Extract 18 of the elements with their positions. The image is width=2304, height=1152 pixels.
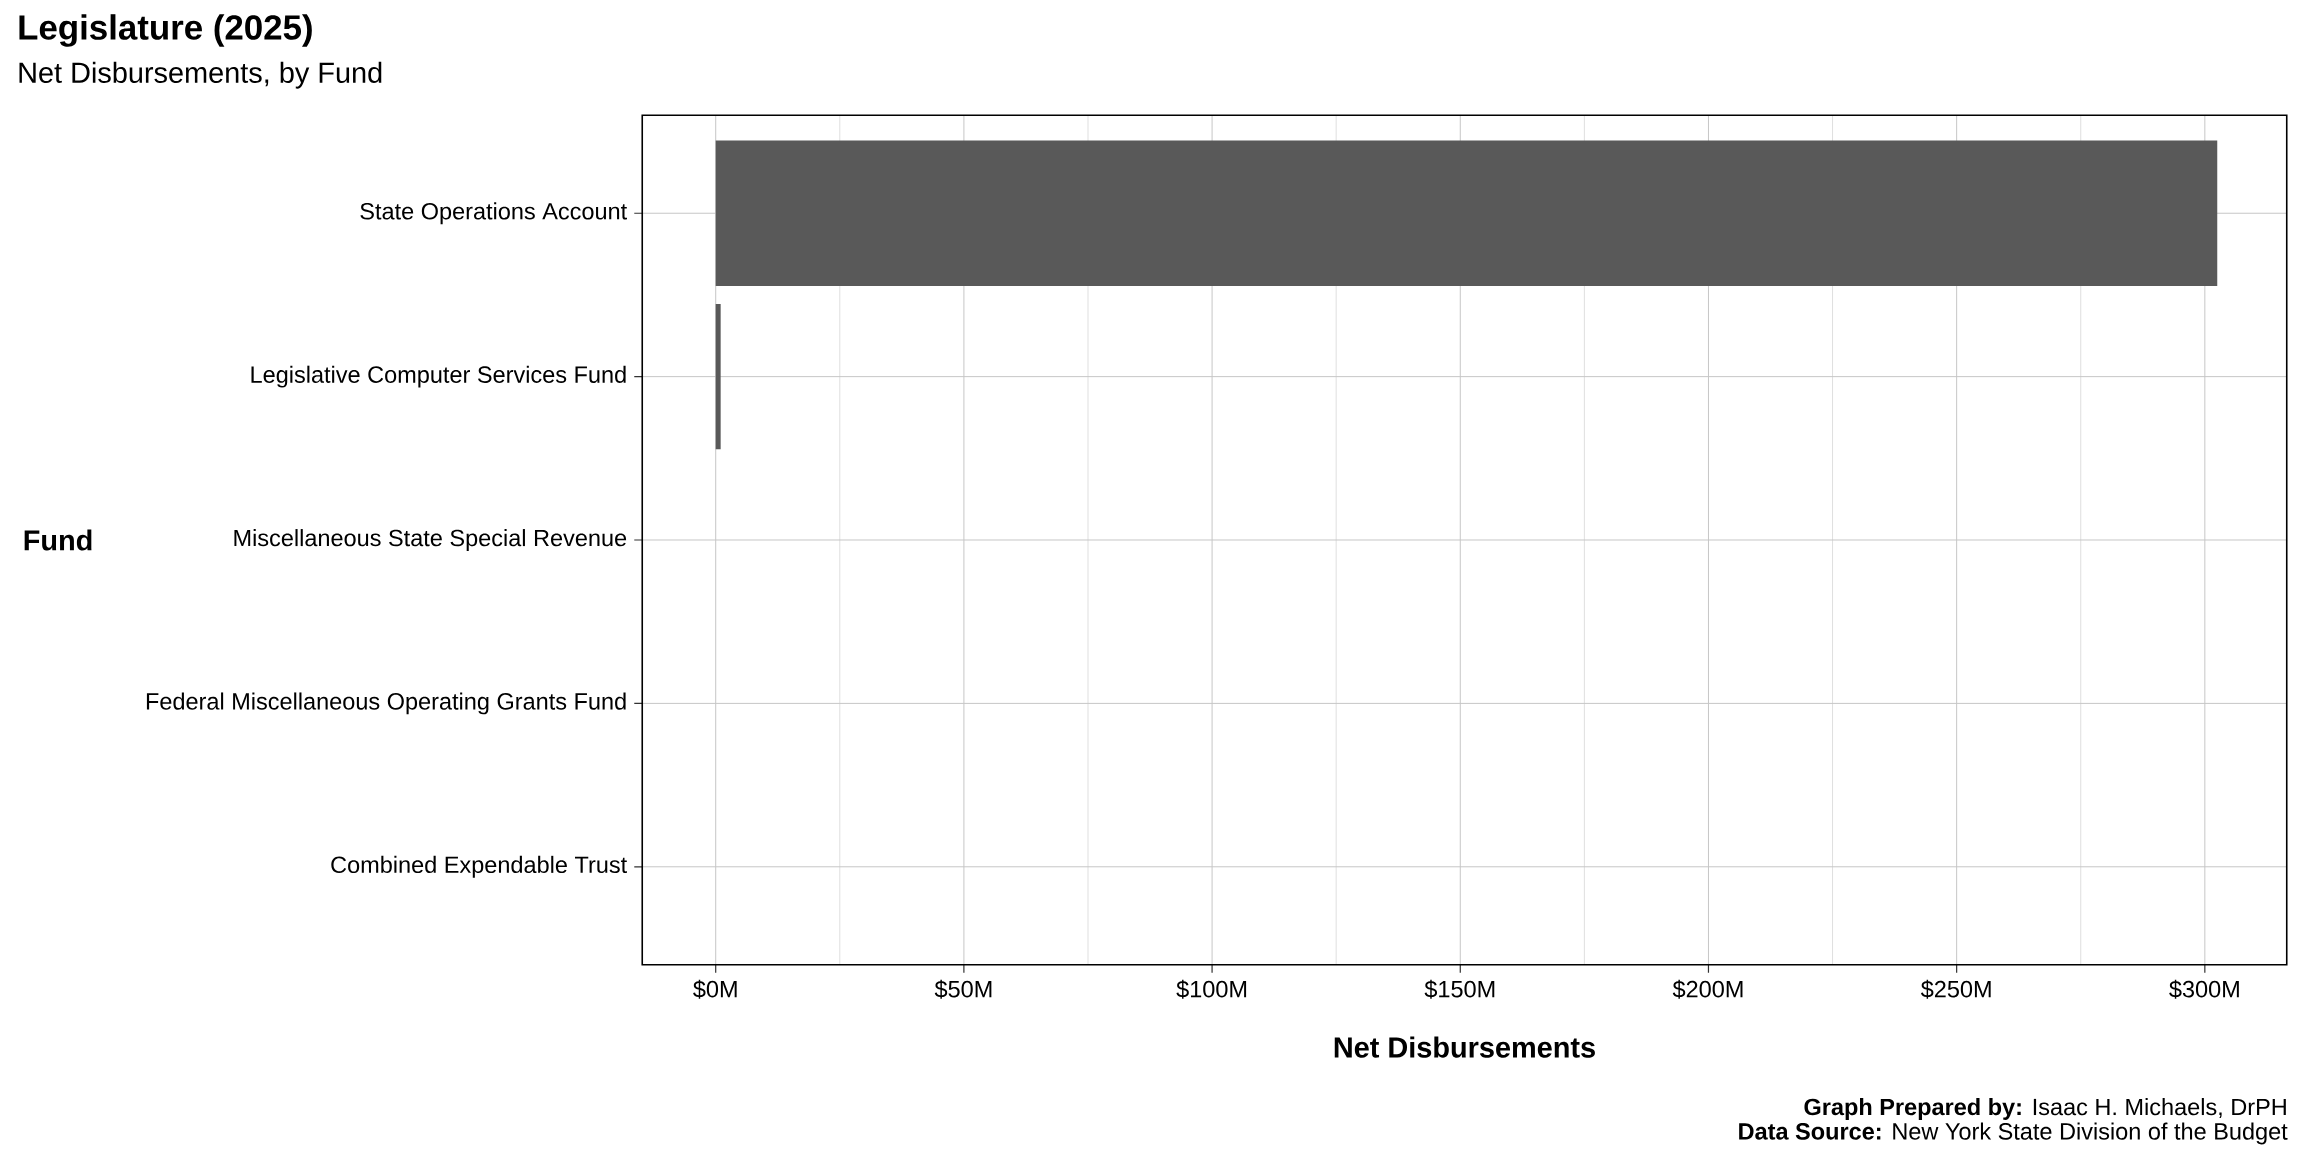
text: Data Source: New York State Division of the Budget: [1739, 1122, 2288, 1145]
y-tick-label: Miscellaneous State Special Revenue: [234, 529, 627, 551]
y-tick-label: Legislative Computer Services Fund: [251, 365, 626, 388]
y-axis-title: Fund: [24, 529, 92, 551]
y-tick-label: Federal Miscellaneous Operating Grants Fund: [146, 692, 626, 715]
x-tick-label: $200M: [1672, 979, 1743, 999]
text: Graph Prepared by: Isaac H. Michaels, DrPH: [1804, 1098, 2286, 1120]
x-tick-label: $0M: [693, 979, 737, 999]
x-tick-label: $100M: [1176, 979, 1247, 999]
x-tick-label: $150M: [1424, 979, 1495, 999]
text: Net Disbursements, by Fund: [19, 61, 382, 89]
x-tick-label: $50M: [934, 979, 992, 999]
x-axis-title: Net Disbursements: [1334, 1036, 1595, 1058]
y-tick-label: State Operations Account: [360, 202, 627, 225]
y-tick-label: Combined Expendable Trust: [331, 855, 627, 878]
text: Legislature (2025): [19, 14, 312, 47]
x-tick-label: $250M: [1920, 979, 1991, 999]
x-tick-label: $300M: [2169, 979, 2239, 999]
